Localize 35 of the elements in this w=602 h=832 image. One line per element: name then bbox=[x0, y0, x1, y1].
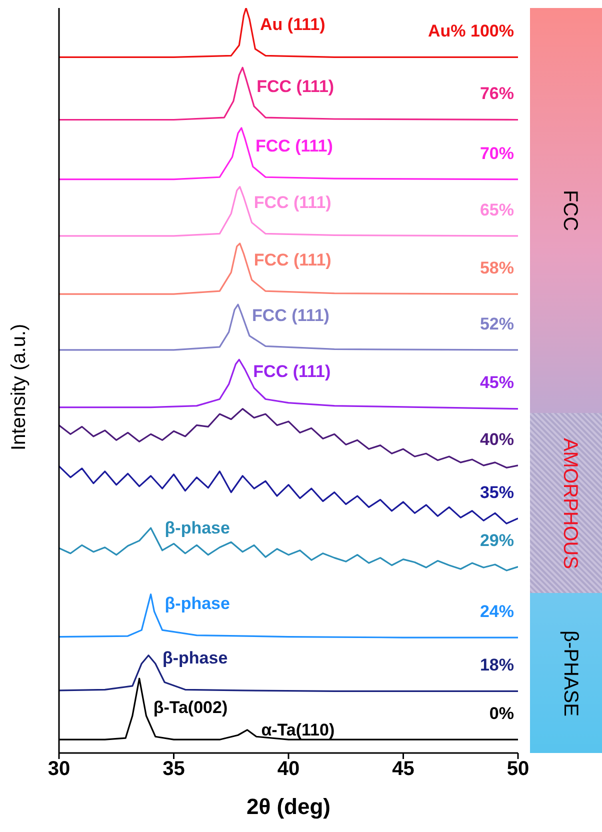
annotation: FCC (111) bbox=[252, 306, 330, 326]
series-label: 0% bbox=[489, 704, 514, 724]
series-label: 24% bbox=[480, 602, 514, 621]
x-tick-label: 50 bbox=[506, 758, 530, 780]
y-axis-title: Intensity (a.u.) bbox=[8, 324, 30, 450]
annotation: FCC (111) bbox=[254, 192, 332, 212]
annotation: β-phase bbox=[164, 594, 230, 613]
x-tick-label: 40 bbox=[277, 758, 300, 780]
annotation: FCC (111) bbox=[256, 76, 334, 96]
text: β-PHASE bbox=[558, 630, 582, 716]
x-tick-label: 45 bbox=[392, 758, 414, 780]
series-label: 18% bbox=[480, 656, 514, 675]
annotation: β-Ta(002) bbox=[153, 698, 228, 718]
text: AMORPHOUS bbox=[558, 437, 582, 569]
series-label: 76% bbox=[480, 84, 514, 104]
x-tick-label: 35 bbox=[162, 758, 185, 780]
series-label: 70% bbox=[480, 144, 514, 163]
text: FCC bbox=[558, 190, 582, 232]
annotation: Au (111) bbox=[260, 15, 326, 34]
series-label: 45% bbox=[480, 373, 514, 392]
annotation: FCC (111) bbox=[255, 136, 333, 156]
annotation: β-phase bbox=[162, 648, 228, 668]
series-label: 58% bbox=[480, 258, 514, 278]
series-label: 35% bbox=[480, 482, 514, 502]
x-axis-title: 2θ (deg) bbox=[246, 794, 331, 819]
x-tick-label: 30 bbox=[48, 758, 70, 780]
annotation: α-Ta(110) bbox=[261, 720, 335, 740]
series-label: 52% bbox=[480, 314, 514, 334]
series-label: Au% 100% bbox=[428, 22, 514, 41]
annotation: β-phase bbox=[164, 518, 230, 538]
series-label: 40% bbox=[480, 430, 514, 449]
annotation: FCC (111) bbox=[253, 362, 331, 381]
series-label: 29% bbox=[480, 531, 514, 550]
annotation: FCC (111) bbox=[254, 250, 332, 270]
series-label: 65% bbox=[480, 200, 514, 220]
